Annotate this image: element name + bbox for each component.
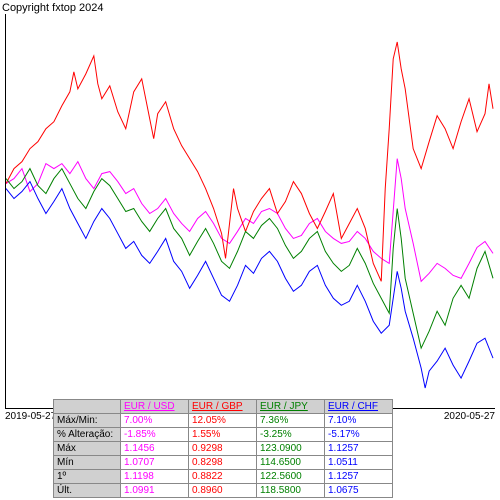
copyright-text: Copyright fxtop 2024 <box>2 2 104 14</box>
col-header: EUR / JPY <box>257 400 325 414</box>
table-cell: 7.10% <box>325 414 393 428</box>
table-cell: 7.36% <box>257 414 325 428</box>
currency-chart <box>5 14 495 409</box>
table-cell: 1.1198 <box>121 470 189 484</box>
table-cell: 0.8822 <box>189 470 257 484</box>
series-eur-gbp <box>6 42 493 281</box>
table-corner <box>54 400 121 414</box>
table-cell: 122.5600 <box>257 470 325 484</box>
table-cell: -1.85% <box>121 428 189 442</box>
table-cell: 1.1257 <box>325 470 393 484</box>
row-label: Máx <box>54 442 121 456</box>
table-cell: -3.25% <box>257 428 325 442</box>
series-eur-chf <box>6 182 493 388</box>
table-cell: 1.0991 <box>121 484 189 498</box>
row-label: % Alteração: <box>54 428 121 442</box>
table-cell: 1.1257 <box>325 442 393 456</box>
table-cell: 1.0511 <box>325 456 393 470</box>
row-label: Últ. <box>54 484 121 498</box>
table-cell: 0.8960 <box>189 484 257 498</box>
currency-stats-table: EUR / USDEUR / GBPEUR / JPYEUR / CHF Máx/… <box>53 399 393 498</box>
row-label: Máx/Min: <box>54 414 121 428</box>
col-header: EUR / GBP <box>189 400 257 414</box>
table-cell: 1.1456 <box>121 442 189 456</box>
table-cell: 7.00% <box>121 414 189 428</box>
series-eur-jpy <box>6 169 493 349</box>
x-axis-start: 2019-05-27 <box>5 411 56 422</box>
col-header: EUR / USD <box>121 400 189 414</box>
table-cell: 1.55% <box>189 428 257 442</box>
table-cell: 114.6500 <box>257 456 325 470</box>
table-cell: 118.5800 <box>257 484 325 498</box>
table-cell: 0.8298 <box>189 456 257 470</box>
table-cell: 12.05% <box>189 414 257 428</box>
row-label: Mín <box>54 456 121 470</box>
x-axis-end: 2020-05-27 <box>444 411 495 422</box>
table-cell: -5.17% <box>325 428 393 442</box>
table-cell: 1.0675 <box>325 484 393 498</box>
col-header: EUR / CHF <box>325 400 393 414</box>
row-label: 1º <box>54 470 121 484</box>
table-cell: 0.9298 <box>189 442 257 456</box>
table-cell: 1.0707 <box>121 456 189 470</box>
series-eur-usd <box>6 159 493 282</box>
table-cell: 123.0900 <box>257 442 325 456</box>
